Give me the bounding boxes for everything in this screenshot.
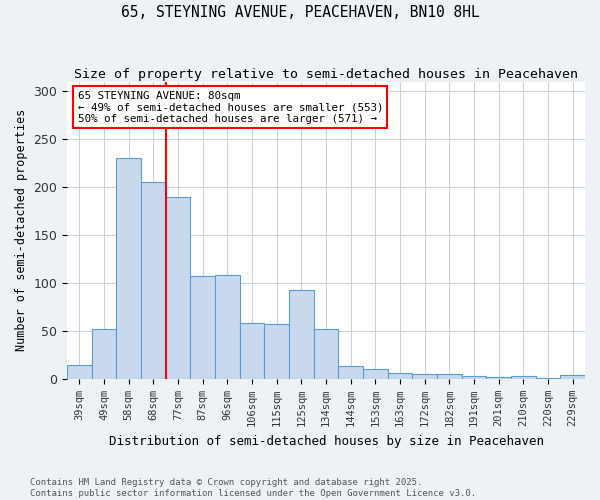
Bar bbox=[536, 378, 560, 379]
Bar bbox=[265, 324, 289, 379]
Bar bbox=[388, 373, 412, 379]
Bar bbox=[289, 290, 314, 379]
Bar bbox=[487, 377, 511, 379]
Bar bbox=[116, 158, 141, 379]
Text: Contains HM Land Registry data © Crown copyright and database right 2025.
Contai: Contains HM Land Registry data © Crown c… bbox=[30, 478, 476, 498]
Bar bbox=[462, 376, 487, 379]
Bar bbox=[437, 374, 462, 379]
Bar bbox=[215, 276, 240, 379]
Bar bbox=[240, 324, 265, 379]
Y-axis label: Number of semi-detached properties: Number of semi-detached properties bbox=[15, 109, 28, 352]
Text: 65, STEYNING AVENUE, PEACEHAVEN, BN10 8HL: 65, STEYNING AVENUE, PEACEHAVEN, BN10 8H… bbox=[121, 5, 479, 20]
Bar bbox=[166, 196, 190, 379]
Bar bbox=[141, 182, 166, 379]
Bar bbox=[363, 370, 388, 379]
Bar bbox=[412, 374, 437, 379]
Text: 65 STEYNING AVENUE: 80sqm
← 49% of semi-detached houses are smaller (553)
50% of: 65 STEYNING AVENUE: 80sqm ← 49% of semi-… bbox=[77, 90, 383, 124]
Bar bbox=[511, 376, 536, 379]
Bar bbox=[560, 375, 585, 379]
Bar bbox=[190, 276, 215, 379]
Bar bbox=[67, 364, 92, 379]
Bar bbox=[314, 329, 338, 379]
Bar bbox=[92, 329, 116, 379]
X-axis label: Distribution of semi-detached houses by size in Peacehaven: Distribution of semi-detached houses by … bbox=[109, 434, 544, 448]
Title: Size of property relative to semi-detached houses in Peacehaven: Size of property relative to semi-detach… bbox=[74, 68, 578, 80]
Bar bbox=[338, 366, 363, 379]
